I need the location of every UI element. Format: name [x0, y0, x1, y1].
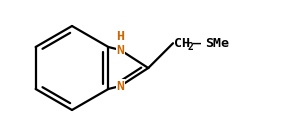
Text: —: — [193, 37, 201, 50]
Text: N: N [116, 43, 124, 57]
Text: 2: 2 [187, 42, 193, 52]
Text: CH: CH [174, 37, 190, 50]
Text: SMe: SMe [205, 37, 229, 50]
Text: H: H [116, 30, 124, 42]
Text: N: N [116, 79, 124, 92]
